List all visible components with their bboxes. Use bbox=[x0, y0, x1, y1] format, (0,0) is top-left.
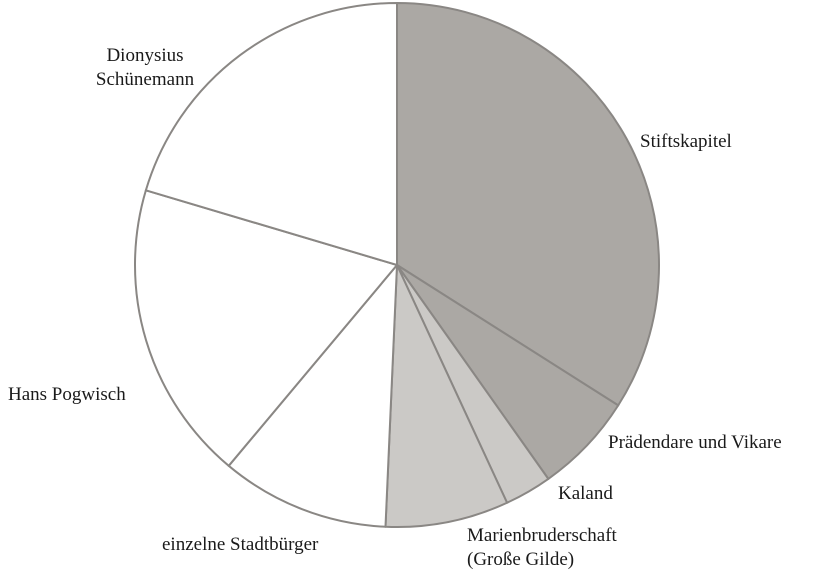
pie-slice-4 bbox=[384, 264, 509, 529]
pie-slice-1 bbox=[396, 2, 660, 407]
pie-slice-6 bbox=[134, 189, 398, 467]
slice-label-2: Prädendare und Vikare bbox=[608, 432, 782, 453]
pie-slice-5 bbox=[227, 264, 398, 528]
slice-label-line: Dionysius bbox=[106, 45, 183, 66]
slice-label-3: Kaland bbox=[558, 483, 613, 504]
slice-label-6: Hans Pogwisch bbox=[8, 384, 126, 405]
pie-labels: Stiftskapitel Prädendare und Vikare Kaland… bbox=[8, 45, 782, 570]
slice-label-line: (Große Gilde) bbox=[467, 549, 574, 570]
slice-label-4: Marienbruderschaft (Große Gilde) bbox=[467, 525, 618, 570]
pie-slices bbox=[134, 2, 660, 529]
slice-label-1: Stiftskapitel bbox=[640, 131, 732, 152]
slice-label-line: einzelne Stadtbürger bbox=[162, 534, 319, 555]
slice-label-line: Schünemann bbox=[96, 69, 195, 90]
slice-label-line: Kaland bbox=[558, 483, 613, 504]
slice-label-7: Dionysius Schünemann bbox=[96, 45, 195, 90]
slice-label-5: einzelne Stadtbürger bbox=[162, 534, 319, 555]
pie-slice-7 bbox=[144, 2, 398, 266]
slice-label-line: Prädendare und Vikare bbox=[608, 432, 782, 453]
slice-label-line: Hans Pogwisch bbox=[8, 384, 126, 405]
slice-label-line: Marienbruderschaft bbox=[467, 525, 618, 546]
slice-label-line: Stiftskapitel bbox=[640, 131, 732, 152]
